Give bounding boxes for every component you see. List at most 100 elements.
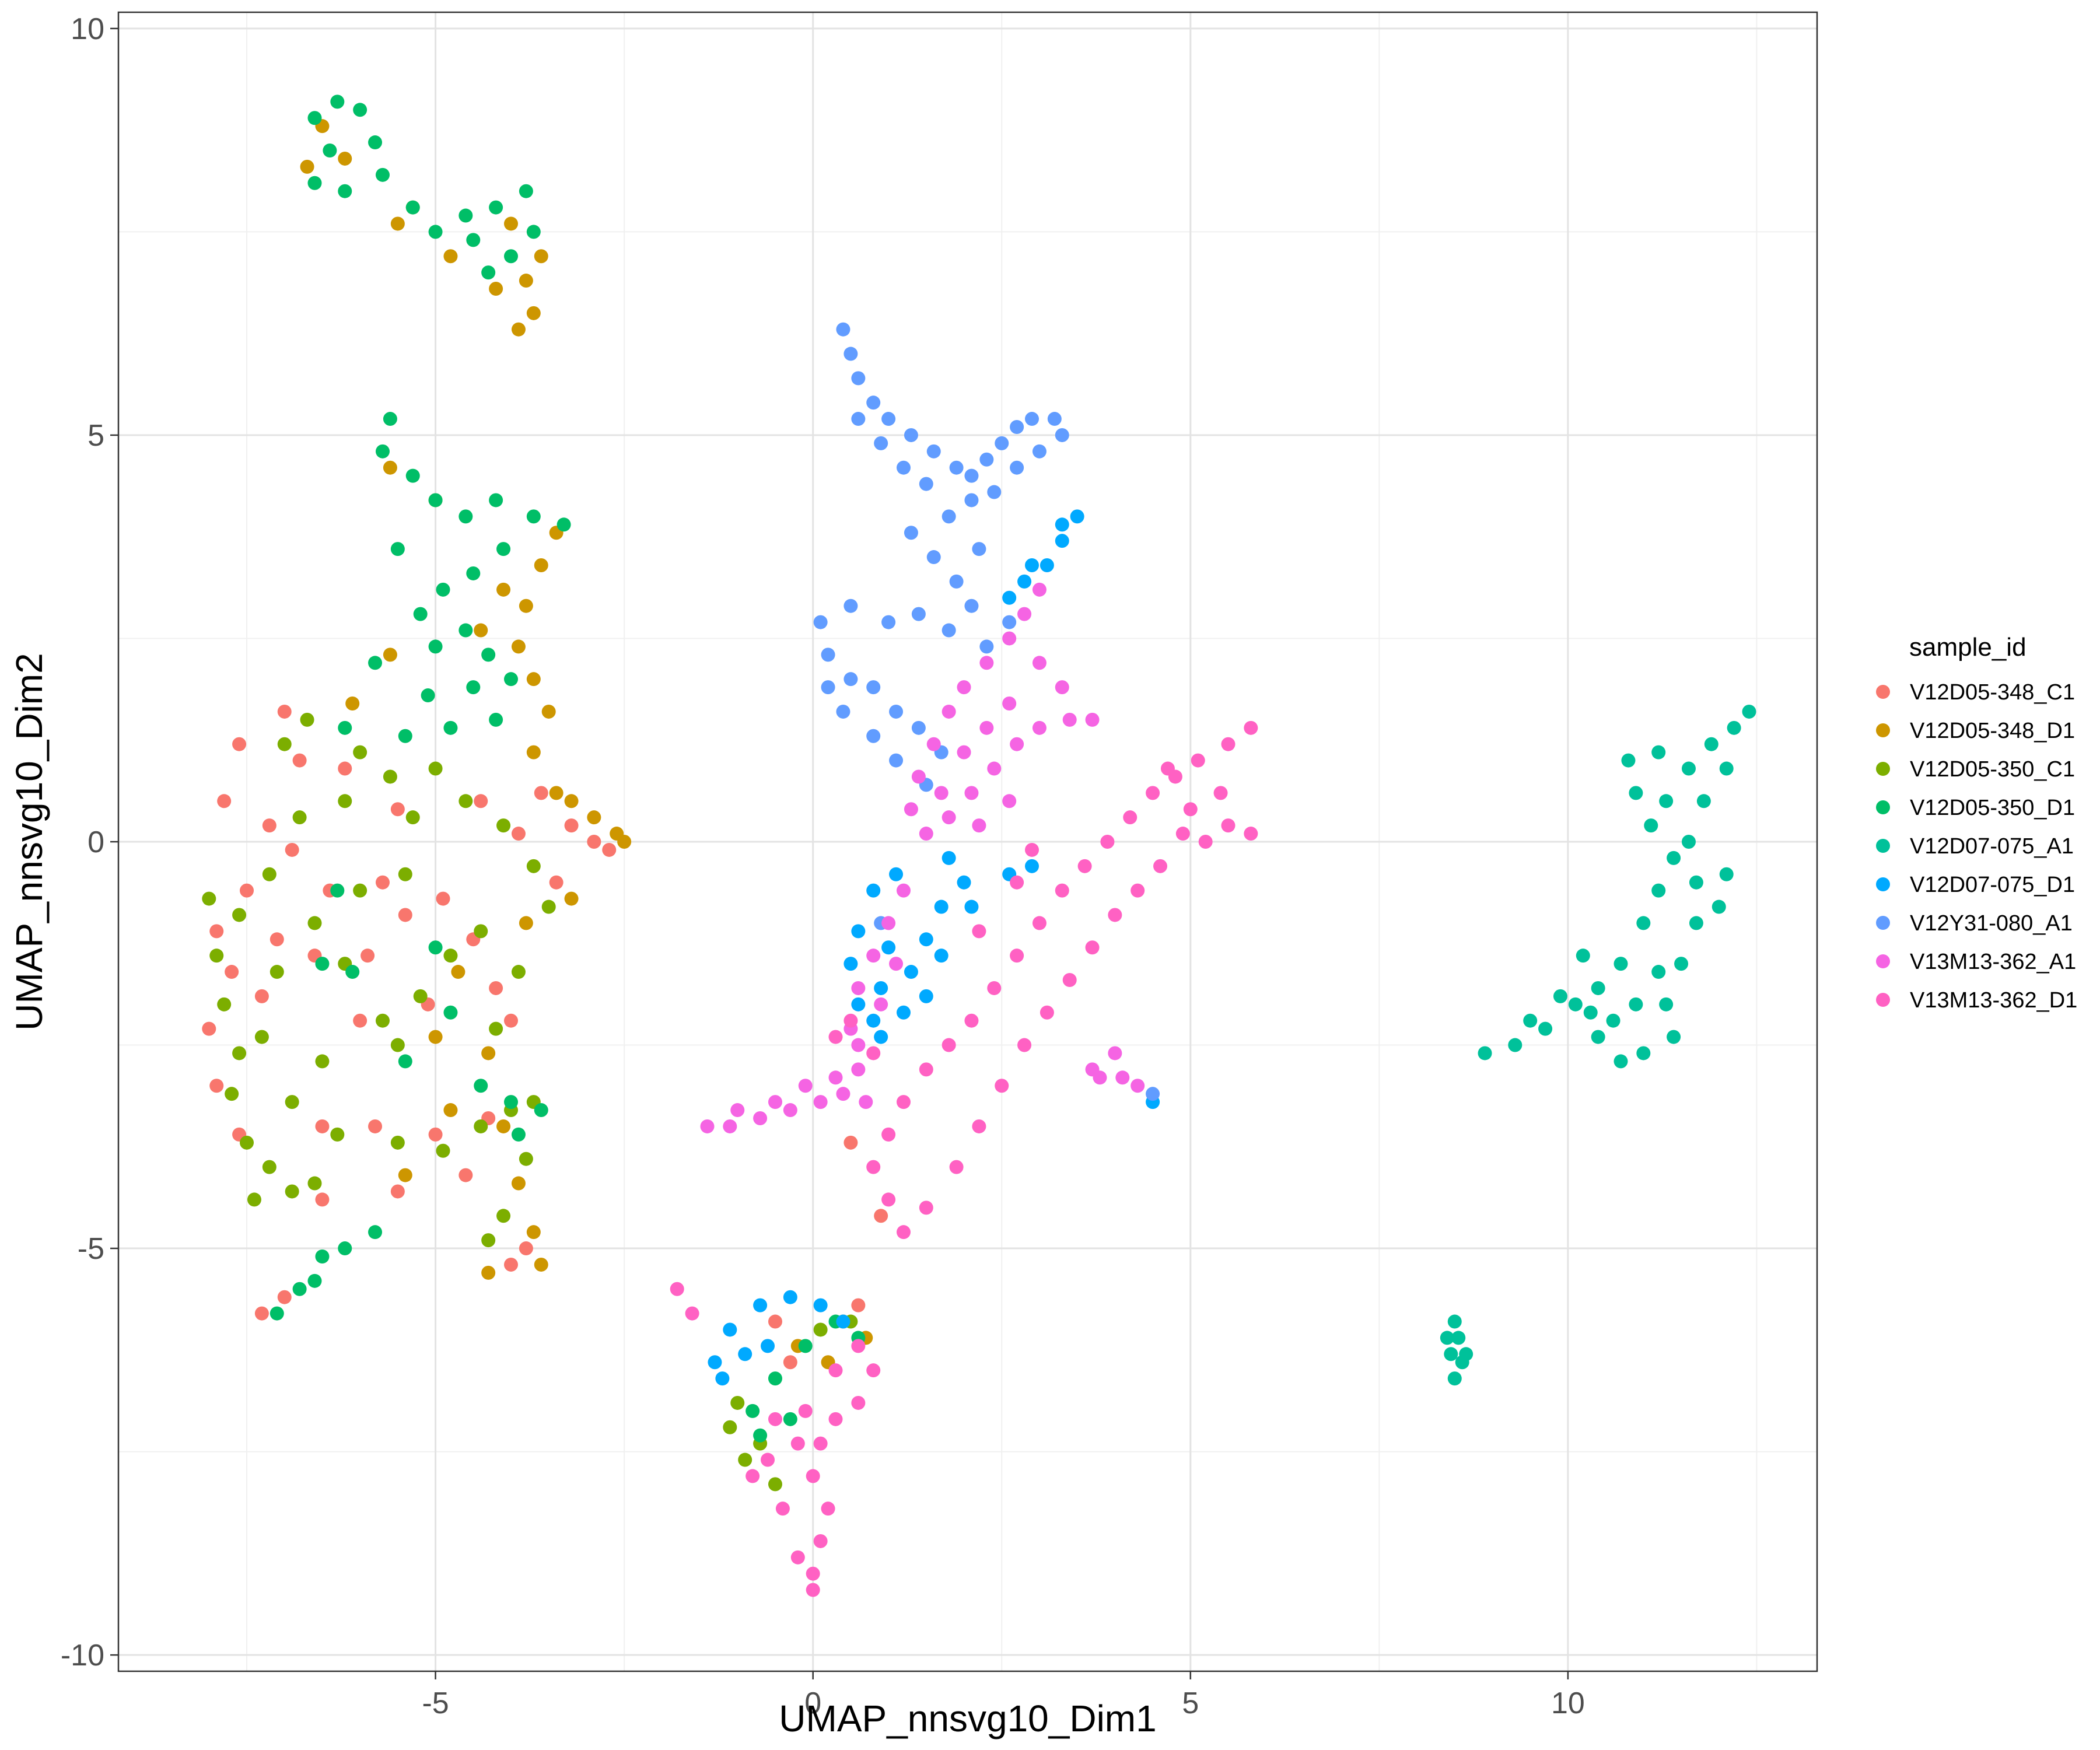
data-point	[828, 1363, 843, 1378]
data-point	[1704, 737, 1718, 751]
data-point	[708, 1355, 722, 1370]
data-point	[225, 965, 239, 979]
data-point	[844, 1135, 858, 1150]
data-point	[443, 949, 458, 963]
data-point	[919, 827, 933, 841]
data-point	[987, 485, 1002, 499]
data-point	[1621, 753, 1636, 768]
data-point	[1459, 1347, 1474, 1362]
data-point	[496, 582, 511, 597]
data-point	[964, 598, 979, 613]
data-point	[489, 200, 503, 215]
data-point	[330, 1127, 345, 1142]
data-point	[375, 167, 390, 182]
data-point	[489, 981, 503, 995]
data-point	[587, 835, 601, 849]
data-point	[942, 623, 956, 638]
data-point	[549, 786, 564, 800]
data-point	[1032, 444, 1046, 459]
data-point	[844, 346, 858, 361]
data-point	[851, 412, 866, 426]
data-point	[896, 883, 911, 898]
data-point	[1719, 867, 1734, 881]
data-point	[949, 460, 964, 475]
data-point	[1017, 1038, 1032, 1052]
data-point	[277, 1290, 292, 1304]
data-point	[1478, 1046, 1492, 1060]
data-point	[904, 965, 918, 979]
data-point	[972, 924, 986, 939]
legend-label: V12D05-348_C1	[1910, 680, 2075, 705]
data-point	[806, 1583, 820, 1597]
data-point	[232, 908, 247, 922]
data-point	[1644, 818, 1658, 833]
y-tick-label: 0	[88, 825, 104, 859]
data-point	[503, 249, 518, 264]
data-point	[723, 1322, 737, 1337]
data-point	[202, 1021, 216, 1036]
data-point	[602, 842, 617, 857]
data-point	[1451, 1331, 1466, 1345]
data-point	[1583, 1005, 1598, 1020]
data-point	[813, 615, 828, 629]
data-point	[1689, 875, 1703, 890]
legend-label: V12D07-075_D1	[1910, 873, 2075, 897]
y-tick-label: -10	[61, 1639, 104, 1672]
data-point	[413, 607, 428, 621]
data-point	[836, 322, 850, 337]
data-point	[851, 1062, 866, 1077]
data-point	[481, 648, 496, 662]
data-point	[254, 1030, 269, 1044]
data-point	[1175, 827, 1190, 841]
data-point	[1010, 460, 1024, 475]
y-axis-title: UMAP_nnsvg10_Dim2	[8, 653, 50, 1030]
data-point	[519, 1241, 533, 1256]
data-point	[526, 859, 541, 873]
data-point	[277, 737, 292, 751]
data-point	[723, 1119, 737, 1133]
data-point	[670, 1282, 684, 1296]
data-point	[881, 940, 896, 955]
data-point	[1636, 916, 1651, 930]
data-point	[466, 233, 481, 247]
data-point	[368, 1225, 383, 1240]
data-point	[798, 1404, 813, 1418]
data-point	[459, 794, 473, 808]
data-point	[443, 249, 458, 264]
data-point	[866, 396, 881, 410]
data-point	[587, 810, 601, 825]
data-point	[851, 371, 866, 386]
data-point	[836, 704, 850, 719]
data-point	[489, 1021, 503, 1036]
data-point	[761, 1339, 775, 1353]
data-point	[1108, 1046, 1122, 1060]
data-point	[866, 1363, 881, 1378]
data-point	[383, 769, 397, 784]
data-point	[738, 1452, 752, 1467]
data-point	[428, 639, 443, 654]
legend-key	[1876, 993, 1890, 1007]
data-point	[859, 1095, 873, 1110]
data-point	[881, 1127, 896, 1142]
data-point	[307, 1176, 322, 1191]
data-point	[904, 428, 918, 442]
data-point	[315, 1250, 330, 1264]
x-tick-label: 5	[1182, 1686, 1199, 1720]
series-V12D07-075_A1	[1440, 704, 1756, 1386]
legend-key	[1876, 762, 1890, 776]
data-point	[307, 916, 322, 930]
data-point	[813, 1322, 828, 1337]
data-point	[1629, 786, 1643, 800]
data-point	[503, 1257, 518, 1272]
data-point	[474, 1119, 488, 1133]
data-point	[715, 1371, 730, 1386]
data-point	[700, 1119, 715, 1133]
data-point	[964, 1013, 979, 1028]
data-point	[979, 720, 994, 735]
data-point	[1696, 794, 1711, 808]
data-point	[926, 737, 941, 751]
data-point	[979, 639, 994, 654]
data-point	[1002, 696, 1017, 710]
data-point	[768, 1371, 782, 1386]
